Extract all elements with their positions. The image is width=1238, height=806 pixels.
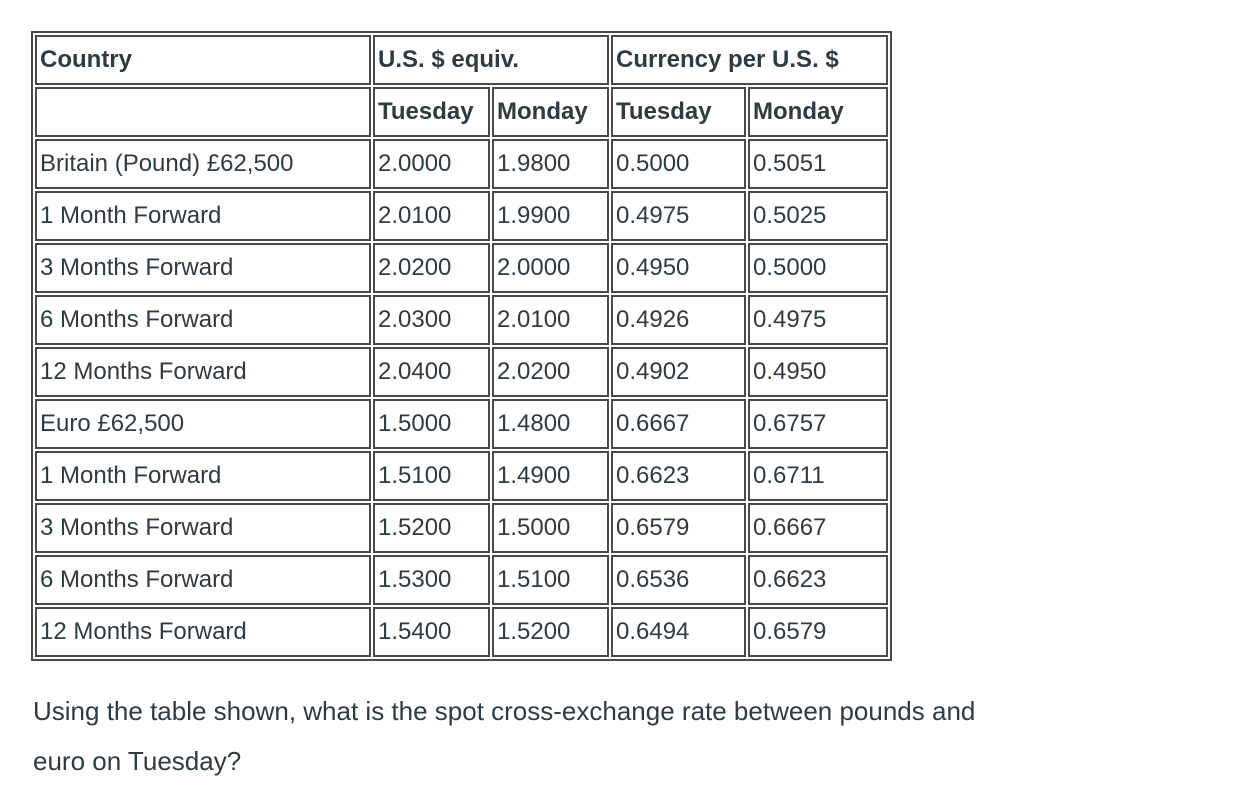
rate-value: 0.6667	[611, 399, 746, 449]
currency-per-usd-column-header: Currency per U.S. $	[611, 35, 888, 85]
rate-value: 2.0100	[492, 295, 609, 345]
table-row: 12 Months Forward 2.0400 2.0200 0.4902 0…	[35, 347, 888, 397]
table-row: 3 Months Forward 1.5200 1.5000 0.6579 0.…	[35, 503, 888, 553]
rate-value: 1.5000	[373, 399, 490, 449]
rate-value: 2.0400	[373, 347, 490, 397]
rate-value: 0.6579	[748, 607, 888, 657]
tuesday-usd-equiv-header: Tuesday	[373, 87, 490, 137]
rate-value: 1.5100	[492, 555, 609, 605]
page-content: Country U.S. $ equiv. Currency per U.S. …	[31, 31, 1238, 786]
row-label: 3 Months Forward	[35, 243, 371, 293]
rate-value: 0.4975	[611, 191, 746, 241]
table-row: 1 Month Forward 1.5100 1.4900 0.6623 0.6…	[35, 451, 888, 501]
rate-value: 2.0100	[373, 191, 490, 241]
row-label: 1 Month Forward	[35, 191, 371, 241]
table-row: 6 Months Forward 1.5300 1.5100 0.6536 0.…	[35, 555, 888, 605]
rate-value: 1.4900	[492, 451, 609, 501]
header-row-groups: Country U.S. $ equiv. Currency per U.S. …	[35, 35, 888, 85]
row-label: 6 Months Forward	[35, 295, 371, 345]
country-column-header: Country	[35, 35, 371, 85]
rate-value: 2.0000	[373, 139, 490, 189]
table-row: 3 Months Forward 2.0200 2.0000 0.4950 0.…	[35, 243, 888, 293]
usd-equiv-column-header: U.S. $ equiv.	[373, 35, 609, 85]
monday-usd-equiv-header: Monday	[492, 87, 609, 137]
rate-value: 1.5400	[373, 607, 490, 657]
rate-value: 0.4975	[748, 295, 888, 345]
rate-value: 0.5051	[748, 139, 888, 189]
rate-value: 1.5300	[373, 555, 490, 605]
table-row: Euro £62,500 1.5000 1.4800 0.6667 0.6757	[35, 399, 888, 449]
tuesday-currency-header: Tuesday	[611, 87, 746, 137]
rate-value: 2.0200	[373, 243, 490, 293]
question-line-2: euro on Tuesday?	[33, 746, 242, 776]
header-row-days: Tuesday Monday Tuesday Monday	[35, 87, 888, 137]
question-line-1: Using the table shown, what is the spot …	[33, 696, 976, 726]
rate-value: 0.6757	[748, 399, 888, 449]
rate-value: 1.4800	[492, 399, 609, 449]
rate-value: 0.6536	[611, 555, 746, 605]
rate-value: 1.9800	[492, 139, 609, 189]
table-row: 6 Months Forward 2.0300 2.0100 0.4926 0.…	[35, 295, 888, 345]
rate-value: 1.5200	[373, 503, 490, 553]
rate-value: 2.0200	[492, 347, 609, 397]
row-label: Euro £62,500	[35, 399, 371, 449]
question-text: Using the table shown, what is the spot …	[33, 686, 1238, 786]
rate-value: 0.4950	[611, 243, 746, 293]
row-label: 1 Month Forward	[35, 451, 371, 501]
table-row: 1 Month Forward 2.0100 1.9900 0.4975 0.5…	[35, 191, 888, 241]
rate-value: 0.5000	[611, 139, 746, 189]
row-label: 12 Months Forward	[35, 607, 371, 657]
row-label: 6 Months Forward	[35, 555, 371, 605]
rate-value: 0.4902	[611, 347, 746, 397]
rate-value: 0.6623	[611, 451, 746, 501]
rate-value: 1.5200	[492, 607, 609, 657]
row-label: 3 Months Forward	[35, 503, 371, 553]
monday-currency-header: Monday	[748, 87, 888, 137]
rate-value: 2.0000	[492, 243, 609, 293]
row-label: 12 Months Forward	[35, 347, 371, 397]
table-row: 12 Months Forward 1.5400 1.5200 0.6494 0…	[35, 607, 888, 657]
rate-value: 0.6579	[611, 503, 746, 553]
rate-value: 0.4950	[748, 347, 888, 397]
rate-value: 0.6494	[611, 607, 746, 657]
table-row: Britain (Pound) £62,500 2.0000 1.9800 0.…	[35, 139, 888, 189]
rate-value: 2.0300	[373, 295, 490, 345]
rate-value: 0.6711	[748, 451, 888, 501]
exchange-rate-table: Country U.S. $ equiv. Currency per U.S. …	[31, 31, 892, 661]
rate-value: 0.6667	[748, 503, 888, 553]
rate-value: 1.5000	[492, 503, 609, 553]
rate-value: 0.5025	[748, 191, 888, 241]
empty-header-cell	[35, 87, 371, 137]
rate-value: 0.4926	[611, 295, 746, 345]
rate-value: 0.6623	[748, 555, 888, 605]
rate-value: 1.5100	[373, 451, 490, 501]
rate-value: 0.5000	[748, 243, 888, 293]
rate-value: 1.9900	[492, 191, 609, 241]
row-label: Britain (Pound) £62,500	[35, 139, 371, 189]
